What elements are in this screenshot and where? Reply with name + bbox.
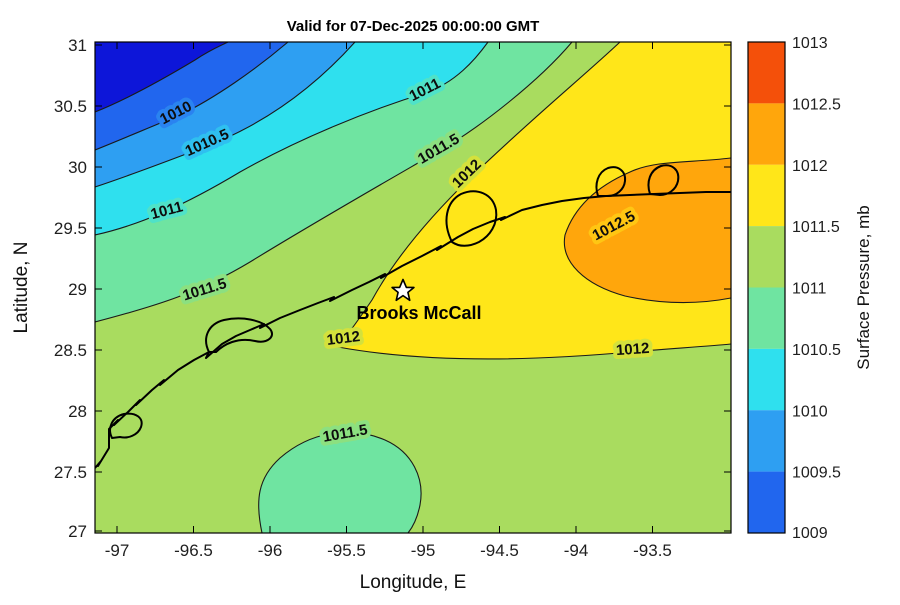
colorbar-tick-label: 1009 xyxy=(792,525,828,542)
y-tick-label: 28 xyxy=(68,402,87,421)
contour-line-1010p5 xyxy=(95,42,356,188)
band-fill-below-1009p5 xyxy=(95,42,228,112)
contour-line-1011 xyxy=(95,42,489,236)
band-fill-above-1012p5 xyxy=(564,158,731,303)
contour-line-1011p5 xyxy=(95,42,573,323)
coastline-layer xyxy=(95,164,731,469)
x-tick-label: -93.5 xyxy=(633,541,672,560)
station-label: Brooks McCall xyxy=(356,303,481,323)
colorbar-tick-label: 1012 xyxy=(792,158,828,175)
x-tick-label: -97 xyxy=(105,541,130,560)
colorbar-segment xyxy=(748,410,785,472)
coastline-sabine-lake xyxy=(595,166,627,197)
colorbar-segment xyxy=(748,348,785,411)
coastline xyxy=(95,191,731,469)
x-tick-labels: -97 -96.5 -96 -95.5 -95 -94.5 -94 -93.5 xyxy=(105,541,672,560)
axes-layer: -97 -96.5 -96 -95.5 -95 -94.5 -94 -93.5 … xyxy=(11,36,732,593)
contour-line-1012p5 xyxy=(563,157,731,304)
x-axis-label: Longitude, E xyxy=(360,572,467,593)
colorbar-tick-label: 1010.5 xyxy=(792,342,841,359)
y-tick-label: 30.5 xyxy=(54,97,87,116)
colorbar: 1013 1012.5 1012 1011.5 1011 1010.5 1010… xyxy=(747,35,873,542)
y-tick-label: 31 xyxy=(68,36,87,55)
colorbar-segment xyxy=(748,103,785,165)
coastline-calcasieu-lake xyxy=(647,164,680,196)
station-star-icon xyxy=(391,278,415,302)
plot-border xyxy=(94,41,732,534)
x-tick-label: -94 xyxy=(564,541,589,560)
y-tick-label: 28.5 xyxy=(54,341,87,360)
tick-marks xyxy=(95,42,731,533)
x-tick-label: -96 xyxy=(258,541,283,560)
y-tick-label: 29 xyxy=(68,280,87,299)
colorbar-tick-label: 1011.5 xyxy=(792,219,840,236)
colorbar-border xyxy=(747,41,786,534)
colorbar-segment xyxy=(748,471,785,533)
coastline-aransas-bay xyxy=(109,412,143,439)
x-tick-label: -95.5 xyxy=(327,541,366,560)
colorbar-title: Surface Pressure, mb xyxy=(854,205,873,369)
colorbar-segment xyxy=(748,42,785,104)
contour-line-layer xyxy=(95,42,731,533)
x-tick-label: -95 xyxy=(411,541,436,560)
colorbar-segment xyxy=(748,287,785,349)
y-tick-label: 30 xyxy=(68,158,87,177)
colorbar-tick-label: 1011 xyxy=(792,281,827,298)
x-tick-label: -94.5 xyxy=(480,541,519,560)
contour-fill-layer xyxy=(95,42,731,533)
y-tick-labels: 31 30.5 30 29.5 29 28.5 28 27.5 27 xyxy=(54,36,87,541)
y-tick-label: 29.5 xyxy=(54,219,87,238)
contour-line-1012 xyxy=(337,42,731,360)
coastline-matagorda-bay xyxy=(205,317,274,353)
colorbar-tick-label: 1009.5 xyxy=(792,465,841,482)
contour-line-1009p5 xyxy=(95,42,229,113)
colorbar-tick-label: 1010 xyxy=(792,403,828,420)
colorbar-tick-labels: 1013 1012.5 1012 1011.5 1011 1010.5 1010… xyxy=(792,35,841,542)
x-tick-label: -96.5 xyxy=(174,541,213,560)
contour-line-1011p5-blob xyxy=(258,431,422,533)
colorbar-segment xyxy=(748,164,785,227)
colorbar-segment xyxy=(748,226,785,288)
contour-line-1010 xyxy=(95,42,289,151)
y-tick-label: 27 xyxy=(68,522,87,541)
y-tick-label: 27.5 xyxy=(54,463,87,482)
contour-label: 1012 xyxy=(615,340,649,359)
colorbar-tick-label: 1012.5 xyxy=(792,96,841,113)
coastline-galveston-bay xyxy=(445,190,498,247)
station-marker-group: Brooks McCall xyxy=(356,278,482,323)
y-axis-label: Latitude, N xyxy=(11,242,32,334)
plot-title: Valid for 07-Dec-2025 00:00:00 GMT xyxy=(287,18,540,35)
band-fill-south-blob-1011-1011p5 xyxy=(258,432,422,533)
colorbar-tick-label: 1013 xyxy=(792,35,828,52)
